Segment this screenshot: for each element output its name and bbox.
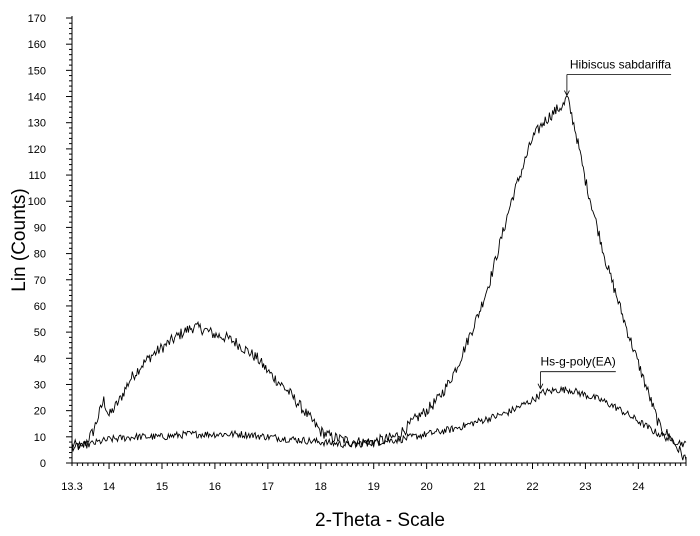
x-tick-label: 24 — [632, 481, 644, 493]
series-layer — [71, 95, 687, 461]
y-tick-label: 60 — [34, 301, 46, 313]
y-tick-label: 100 — [28, 196, 46, 208]
annotation-arrowhead — [564, 90, 570, 97]
y-tick-label: 30 — [34, 379, 46, 391]
y-tick-label: 70 — [34, 275, 46, 287]
annotation-layer: Hibiscus sabdariffa Hs-g-poly(EA) — [537, 58, 671, 390]
annotation-label: Hs-g-poly(EA) — [540, 355, 615, 369]
y-tick-label: 90 — [34, 222, 46, 234]
y-tick-label: 50 — [34, 327, 46, 339]
x-axis-title: 2-Theta - Scale — [315, 510, 445, 531]
y-tick-label: 140 — [28, 92, 46, 104]
y-tick-label: 0 — [40, 458, 46, 470]
x-tick-label: 23 — [579, 481, 591, 493]
series-line — [71, 385, 687, 453]
x-tick-label: 20 — [421, 481, 433, 493]
y-tick-label: 120 — [28, 144, 46, 156]
y-tick-label: 10 — [34, 432, 46, 444]
series-hibiscus-sabdariffa — [71, 95, 687, 461]
y-tick-label: 40 — [34, 353, 46, 365]
x-tick-label: 15 — [156, 481, 168, 493]
y-tick-label: 150 — [28, 65, 46, 77]
x-tick-label: 18 — [315, 481, 327, 493]
x-tick-label: 14 — [103, 481, 115, 493]
y-tick-label: 130 — [28, 118, 46, 130]
annotation-hibiscus-sabdariffa: Hibiscus sabdariffa — [564, 58, 671, 97]
y-tick-label: 80 — [34, 249, 46, 261]
y-axis-title: Lin (Counts) — [9, 188, 30, 292]
y-axis-ticks: 0 10 20 30 40 50 60 70 80 90 100 110 120 130 140 150 160… — [28, 13, 72, 470]
y-tick-label: 170 — [28, 13, 46, 25]
annotation-label: Hibiscus sabdariffa — [570, 58, 671, 72]
y-tick-label: 110 — [28, 170, 46, 182]
x-tick-label: 22 — [526, 481, 538, 493]
x-tick-label: 19 — [368, 481, 380, 493]
annotation-arrowhead — [537, 383, 544, 390]
x-axis-ticks: 13.3 14 15 16 17 18 19 20 21 22 23 24 — [61, 463, 687, 493]
annotation-hs-g-poly-ea: Hs-g-poly(EA) — [537, 355, 616, 390]
series-hs-g-poly-ea — [71, 385, 687, 453]
x-tick-label: 21 — [473, 481, 485, 493]
x-tick-label: 13.3 — [61, 481, 82, 493]
y-tick-label: 20 — [34, 406, 46, 418]
series-line — [71, 95, 687, 461]
y-tick-label: 160 — [28, 39, 46, 51]
x-tick-label: 17 — [262, 481, 274, 493]
x-tick-label: 16 — [209, 481, 221, 493]
